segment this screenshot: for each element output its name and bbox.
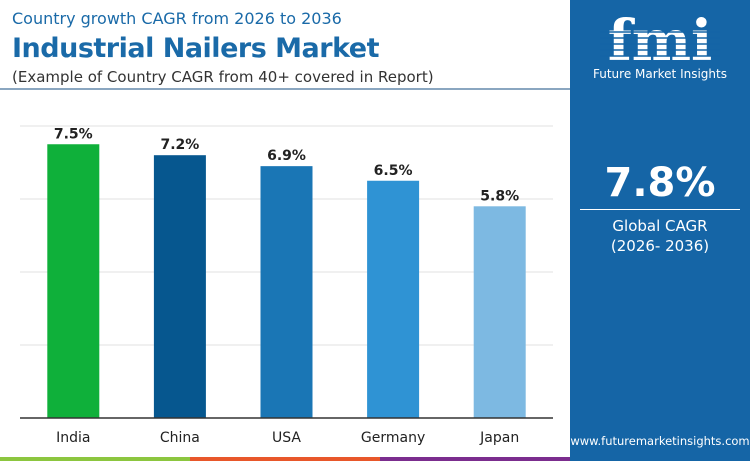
side-panel <box>570 0 750 461</box>
global-cagr-text: Global CAGR <box>612 217 708 235</box>
global-cagr-value: 7.8% <box>604 160 716 206</box>
bar-china <box>153 155 206 418</box>
bar-india <box>47 144 100 418</box>
panel-divider <box>580 209 740 210</box>
data-label: 6.9% <box>267 148 306 164</box>
footer-bar-green <box>0 457 190 461</box>
category-label: India <box>56 430 90 446</box>
bar-chart: 7.5% India 7.2% China 6.9% USA 6.5% Germany 5.8%… <box>20 125 553 446</box>
global-cagr-period: (2026- 2036) <box>610 237 710 255</box>
global-cagr-label: Global CAGR (2026- 2036) <box>570 216 750 256</box>
category-label: China <box>160 430 200 446</box>
chart-note: (Example of Country CAGR from 40+ covere… <box>12 68 434 86</box>
data-label: 5.8% <box>480 188 519 204</box>
fmi-logo: fmi <box>600 10 720 65</box>
divider <box>0 88 570 90</box>
brand-name: Future Market Insights <box>592 67 727 81</box>
footer-bar-purple <box>380 457 570 461</box>
chart-subtitle: Country growth CAGR from 2026 to 2036 <box>12 9 342 28</box>
bar-japan <box>473 206 526 418</box>
chart-title: Industrial Nailers Market <box>12 33 380 64</box>
category-label: USA <box>272 430 301 446</box>
bar-germany <box>367 180 420 418</box>
website-link[interactable]: www.futuremarketinsights.com <box>570 434 750 448</box>
data-label: 6.5% <box>374 163 413 179</box>
data-label: 7.5% <box>54 126 93 142</box>
category-label: Germany <box>361 430 425 446</box>
footer-bar-orange <box>190 457 380 461</box>
data-label: 7.2% <box>160 137 199 153</box>
category-label: Japan <box>479 430 519 446</box>
bar-usa <box>260 166 313 418</box>
